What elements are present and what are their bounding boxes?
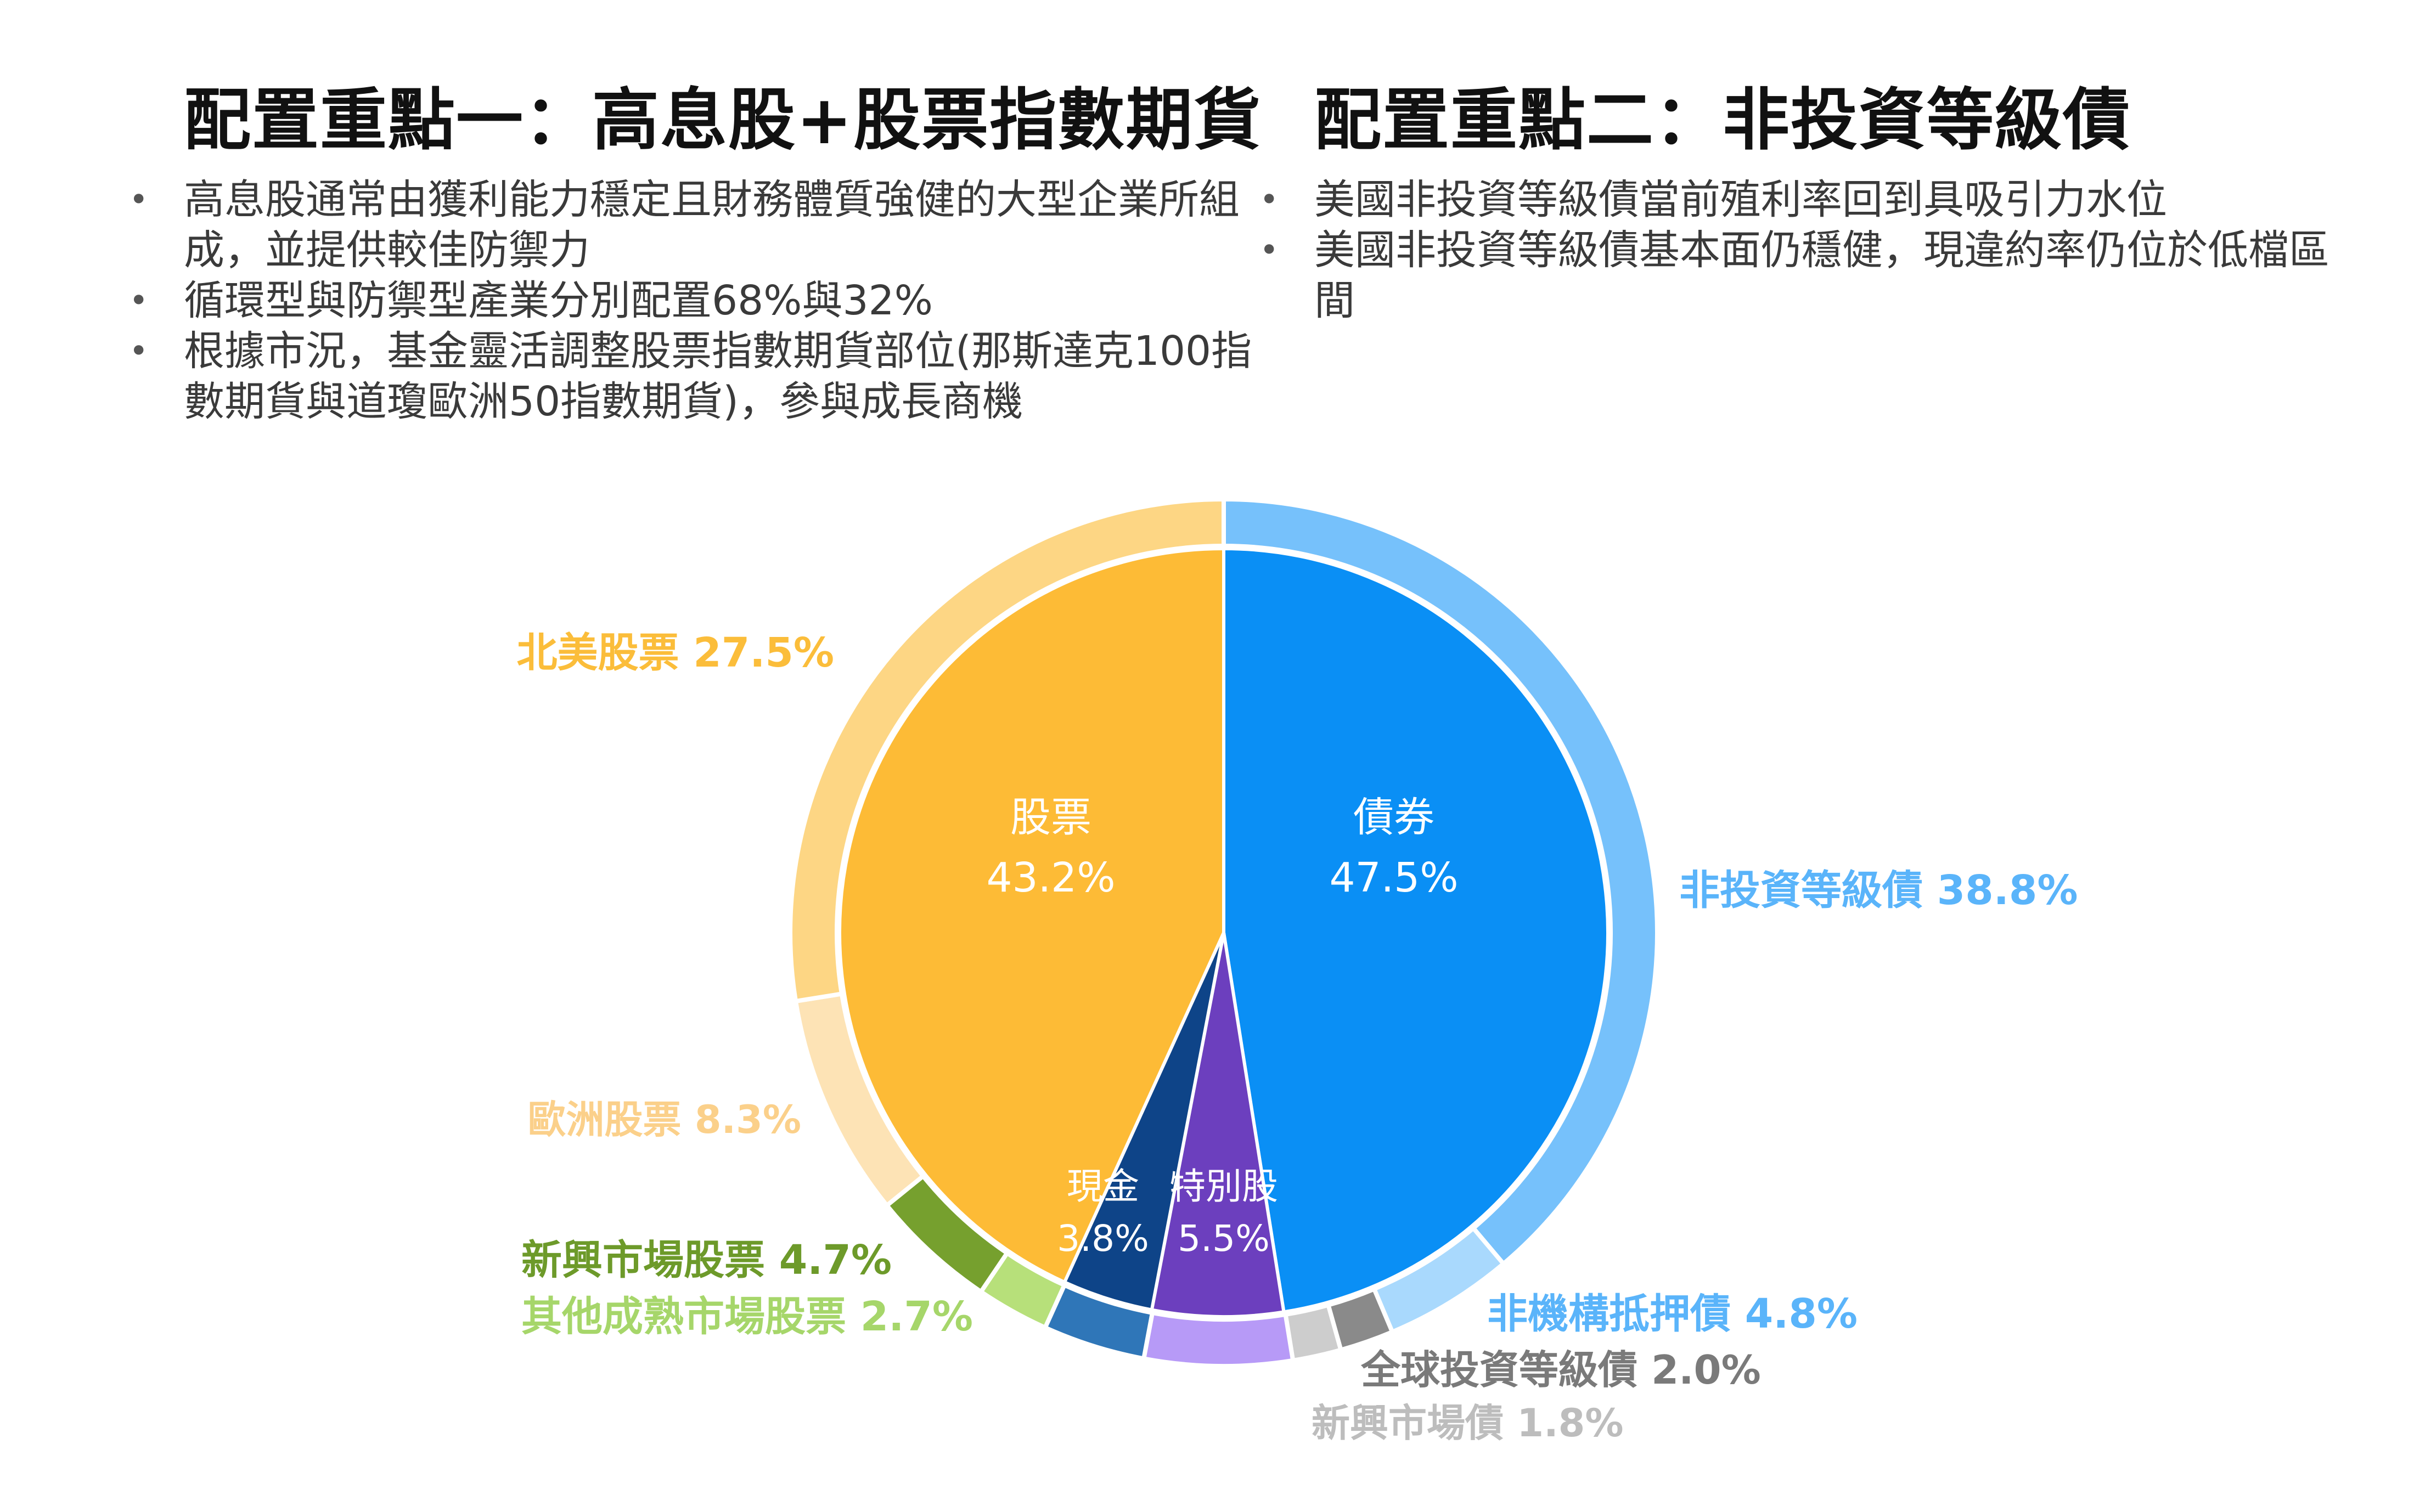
outer-slice-label: 其他成熟市場股票 2.7% bbox=[521, 1293, 973, 1340]
right-bullet-list: • 美國非投資等級債當前殖利率回到具吸引力水位 • 美國非投資等級債基本面仍穩健，現… bbox=[1259, 174, 2368, 326]
outer-slice-label: 非投資等級債 38.8% bbox=[1679, 867, 2078, 914]
bullet-text: 循環型與防禦型產業分別配置68%與32% bbox=[184, 277, 933, 324]
bullet-dot-icon: • bbox=[1259, 180, 1279, 219]
right-panel-title: 配置重點二：非投資等級債 bbox=[1314, 81, 2131, 159]
outer-slice-label: 非機構抵押債 4.8% bbox=[1487, 1290, 1858, 1338]
inner-slice-name-label: 特別股 bbox=[1169, 1165, 1278, 1208]
left-bullet-item: • 高息股通常由獲利能力穩定且財務體質強健的大型企業所組成，並提供較佳防禦力 bbox=[129, 174, 1254, 275]
left-panel-title: 配置重點一：高息股+股票指數期貨 bbox=[184, 81, 1262, 159]
outer-slice-label: 全球投資等級債 2.0% bbox=[1360, 1347, 1761, 1393]
inner-slice-value-label: 3.8% bbox=[1057, 1217, 1149, 1260]
inner-slice-name-label: 債券 bbox=[1353, 794, 1434, 841]
bullet-text: 美國非投資等級債當前殖利率回到具吸引力水位 bbox=[1314, 176, 2167, 223]
inner-pie-slice bbox=[838, 546, 1225, 1285]
inner-slice-value-label: 5.5% bbox=[1178, 1217, 1270, 1260]
outer-ring-slice bbox=[1141, 1310, 1296, 1368]
bullet-text: 美國非投資等級債基本面仍穩健，現違約率仍位於低檔區間 bbox=[1314, 227, 2329, 324]
outer-slice-label: 新興市場債 1.8% bbox=[1312, 1401, 1624, 1446]
outer-ring-slice bbox=[788, 497, 1226, 1004]
bullet-dot-icon: • bbox=[129, 332, 149, 370]
bullet-text: 根據市況，基金靈活調整股票指數期貨部位(那斯達克100指數期貨與道瓊歐洲50指數… bbox=[184, 328, 1252, 425]
bullet-dot-icon: • bbox=[1259, 231, 1279, 269]
inner-slice-name-label: 股票 bbox=[1010, 794, 1091, 841]
left-bullet-item: • 根據市況，基金靈活調整股票指數期貨部位(那斯達克100指數期貨與道瓊歐洲50指… bbox=[129, 326, 1254, 427]
inner-slice-name-label: 現金 bbox=[1067, 1165, 1139, 1208]
bullet-dot-icon: • bbox=[129, 180, 149, 219]
outer-slice-label: 新興市場股票 4.7% bbox=[521, 1237, 892, 1284]
bullet-dot-icon: • bbox=[129, 281, 149, 320]
outer-ring-slice bbox=[1222, 497, 1659, 1267]
inner-slice-value-label: 43.2% bbox=[986, 854, 1115, 901]
inner-slice-value-label: 47.5% bbox=[1329, 854, 1458, 901]
right-bullet-item: • 美國非投資等級債當前殖利率回到具吸引力水位 bbox=[1259, 174, 2368, 225]
inner-pie-slice bbox=[1150, 932, 1286, 1318]
right-bullet-item: • 美國非投資等級債基本面仍穩健，現違約率仍位於低檔區間 bbox=[1259, 225, 2368, 326]
outer-slice-label: 北美股票 27.5% bbox=[517, 629, 835, 676]
bullet-text: 高息股通常由獲利能力穩定且財務體質強健的大型企業所組成，並提供較佳防禦力 bbox=[184, 176, 1240, 274]
outer-slice-label: 歐洲股票 8.3% bbox=[527, 1097, 801, 1142]
left-bullet-list: • 高息股通常由獲利能力穩定且財務體質強健的大型企業所組成，並提供較佳防禦力 • 循… bbox=[129, 174, 1254, 427]
left-bullet-item: • 循環型與防禦型產業分別配置68%與32% bbox=[129, 275, 1254, 326]
inner-pie-slice bbox=[1222, 546, 1610, 1314]
